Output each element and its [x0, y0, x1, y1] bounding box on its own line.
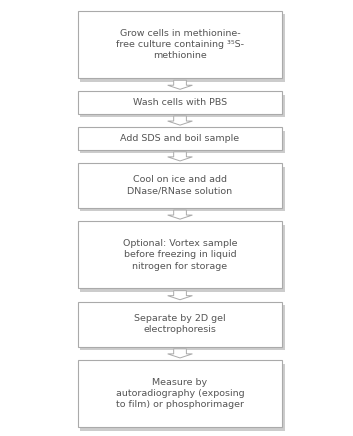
Text: Wash cells with PBS: Wash cells with PBS: [133, 98, 227, 107]
Polygon shape: [168, 210, 192, 219]
Polygon shape: [168, 152, 192, 161]
Text: Optional: Vortex sample
before freezing in liquid
nitrogen for storage: Optional: Vortex sample before freezing …: [123, 239, 237, 270]
Bar: [80, 95, 285, 117]
Bar: [80, 225, 285, 292]
Bar: [78, 360, 282, 427]
Text: Separate by 2D gel
electrophoresis: Separate by 2D gel electrophoresis: [134, 314, 226, 334]
Polygon shape: [168, 116, 192, 125]
Bar: [78, 127, 282, 150]
Bar: [80, 305, 285, 350]
Bar: [80, 131, 285, 153]
Bar: [78, 163, 282, 208]
Bar: [78, 92, 282, 114]
Text: Cool on ice and add
DNase/RNase solution: Cool on ice and add DNase/RNase solution: [127, 175, 233, 196]
Text: Grow cells in methionine-
free culture containing ³⁵S-
methionine: Grow cells in methionine- free culture c…: [116, 29, 244, 60]
Polygon shape: [168, 291, 192, 300]
Bar: [80, 364, 285, 431]
Bar: [80, 167, 285, 211]
Text: Add SDS and boil sample: Add SDS and boil sample: [120, 134, 240, 143]
Polygon shape: [168, 349, 192, 358]
Text: Measure by
autoradiography (exposing
to film) or phosphorimager: Measure by autoradiography (exposing to …: [116, 378, 244, 409]
Bar: [78, 221, 282, 289]
Polygon shape: [168, 80, 192, 89]
Bar: [80, 14, 285, 82]
Bar: [78, 11, 282, 78]
Bar: [78, 302, 282, 347]
